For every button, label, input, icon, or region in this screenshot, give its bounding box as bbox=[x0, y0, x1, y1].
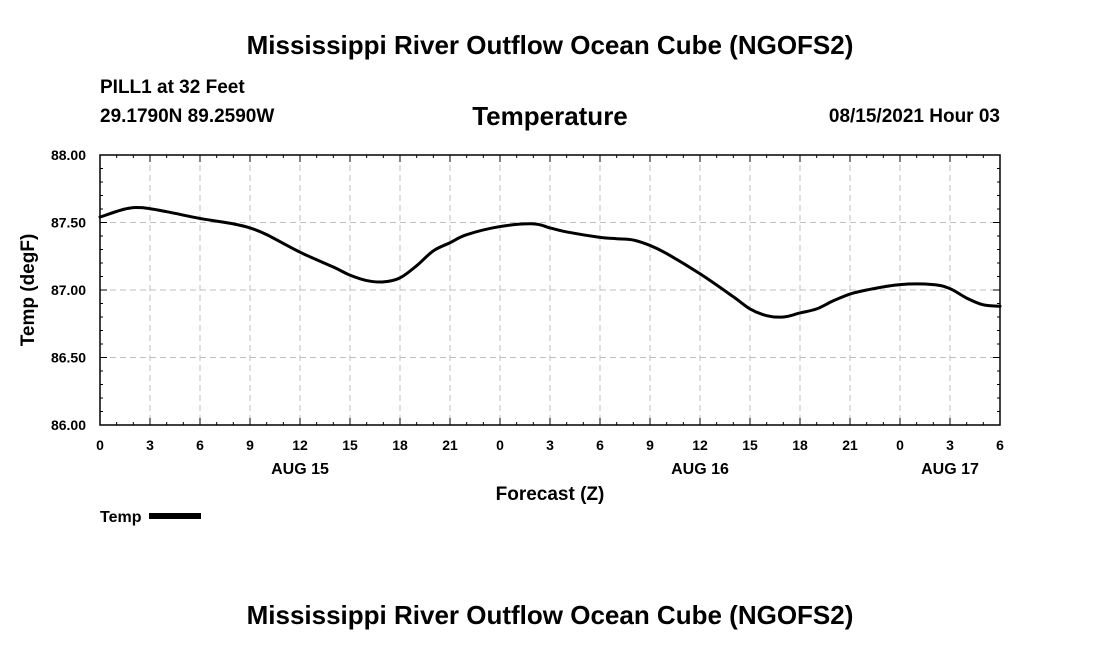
series-line-temp bbox=[98, 205, 1002, 319]
legend-line-swatch bbox=[149, 512, 202, 519]
y-axis-label: Temp (degF) bbox=[18, 234, 39, 347]
x-tick-label: 15 bbox=[742, 437, 758, 453]
station-label: PILL1 at 32 Feet bbox=[100, 77, 245, 98]
x-day-label: AUG 17 bbox=[921, 461, 979, 478]
y-tick-label: 86.50 bbox=[51, 350, 86, 366]
x-tick-label: 9 bbox=[246, 437, 254, 453]
x-tick-label: 15 bbox=[342, 437, 358, 453]
y-tick-label: 87.00 bbox=[51, 282, 86, 298]
x-day-label: AUG 16 bbox=[671, 461, 729, 478]
x-day-label: AUG 15 bbox=[271, 461, 329, 478]
x-tick-label: 6 bbox=[196, 437, 204, 453]
x-axis-label: Forecast (Z) bbox=[496, 484, 605, 505]
x-tick-label: 21 bbox=[842, 437, 858, 453]
x-tick-label: 0 bbox=[96, 437, 104, 453]
y-tick-label: 88.00 bbox=[51, 147, 86, 163]
x-tick-label: 3 bbox=[546, 437, 554, 453]
legend: Temp bbox=[100, 509, 202, 527]
plot-frame bbox=[99, 154, 1001, 426]
chart-main-title: Mississippi River Outflow Ocean Cube (NG… bbox=[246, 30, 854, 60]
x-tick-label: 12 bbox=[292, 437, 308, 453]
footer-title: Mississippi River Outflow Ocean Cube (NG… bbox=[246, 600, 854, 630]
x-tick-label: 0 bbox=[496, 437, 504, 453]
forecast-datetime: 08/15/2021 Hour 03 bbox=[828, 106, 1000, 127]
x-tick-label: 12 bbox=[692, 437, 708, 453]
y-tick-label: 86.00 bbox=[51, 417, 86, 433]
x-tick-label: 18 bbox=[392, 437, 408, 453]
x-tick-label: 18 bbox=[792, 437, 808, 453]
x-tick-label: 6 bbox=[596, 437, 604, 453]
x-tick-label: 3 bbox=[946, 437, 954, 453]
x-tick-label: 0 bbox=[896, 437, 904, 453]
y-tick-label: 87.50 bbox=[51, 215, 86, 231]
x-tick-label: 6 bbox=[996, 437, 1004, 453]
x-tick-label: 3 bbox=[146, 437, 154, 453]
chart-subtitle: Temperature bbox=[472, 101, 628, 131]
legend-label: Temp bbox=[100, 509, 142, 526]
coordinates-label: 29.1790N 89.2590W bbox=[100, 106, 275, 127]
x-tick-label: 9 bbox=[646, 437, 654, 453]
x-tick-label: 21 bbox=[442, 437, 458, 453]
